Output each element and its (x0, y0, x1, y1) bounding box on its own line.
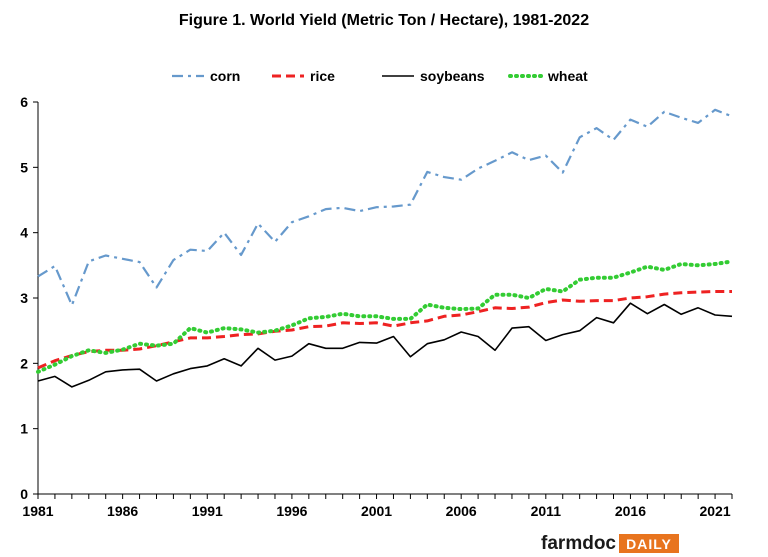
x-tick-label: 1996 (276, 503, 307, 519)
x-ticks: 1981 1986 1991 1996 2001 2006 2011 2016 2021 (22, 494, 733, 519)
legend-label-corn: corn (210, 68, 240, 84)
y-tick-label: 3 (20, 290, 28, 306)
series-line-wheat (36, 259, 734, 374)
x-tick-label: 2021 (699, 503, 730, 519)
x-tick-label: 2001 (361, 503, 392, 519)
series-line-corn (37, 108, 733, 307)
x-tick-label: 1986 (107, 503, 138, 519)
logo-text-daily: DAILY (626, 536, 672, 552)
logo-badge (619, 534, 679, 553)
y-tick-label: 5 (20, 159, 28, 175)
x-tick-label: 2006 (446, 503, 477, 519)
y-tick-label: 6 (20, 94, 28, 110)
chart-title: Figure 1. World Yield (Metric Ton / Hect… (179, 12, 589, 29)
y-tick-label: 1 (20, 421, 28, 437)
series-line-rice (37, 290, 732, 370)
y-tick-label: 2 (20, 355, 28, 371)
farmdoc-daily-logo: farmdoc DAILY (541, 533, 679, 554)
y-tick-label: 0 (20, 486, 28, 502)
x-tick-label: 2016 (615, 503, 646, 519)
y-tick-label: 4 (20, 225, 28, 241)
x-tick-label: 1981 (22, 503, 53, 519)
y-ticks: 0 1 2 3 4 5 6 (20, 94, 38, 502)
axes (37, 102, 732, 495)
legend: corn rice soybeans wheat (172, 68, 588, 84)
series-line-soybeans (37, 302, 733, 388)
series-lines (36, 108, 734, 388)
x-tick-label: 1991 (192, 503, 223, 519)
legend-label-rice: rice (310, 68, 335, 84)
x-tick-label: 2011 (531, 503, 562, 519)
legend-label-soybeans: soybeans (420, 68, 485, 84)
logo-text-farmdoc: farmdoc (541, 533, 616, 554)
legend-label-wheat: wheat (547, 68, 588, 84)
